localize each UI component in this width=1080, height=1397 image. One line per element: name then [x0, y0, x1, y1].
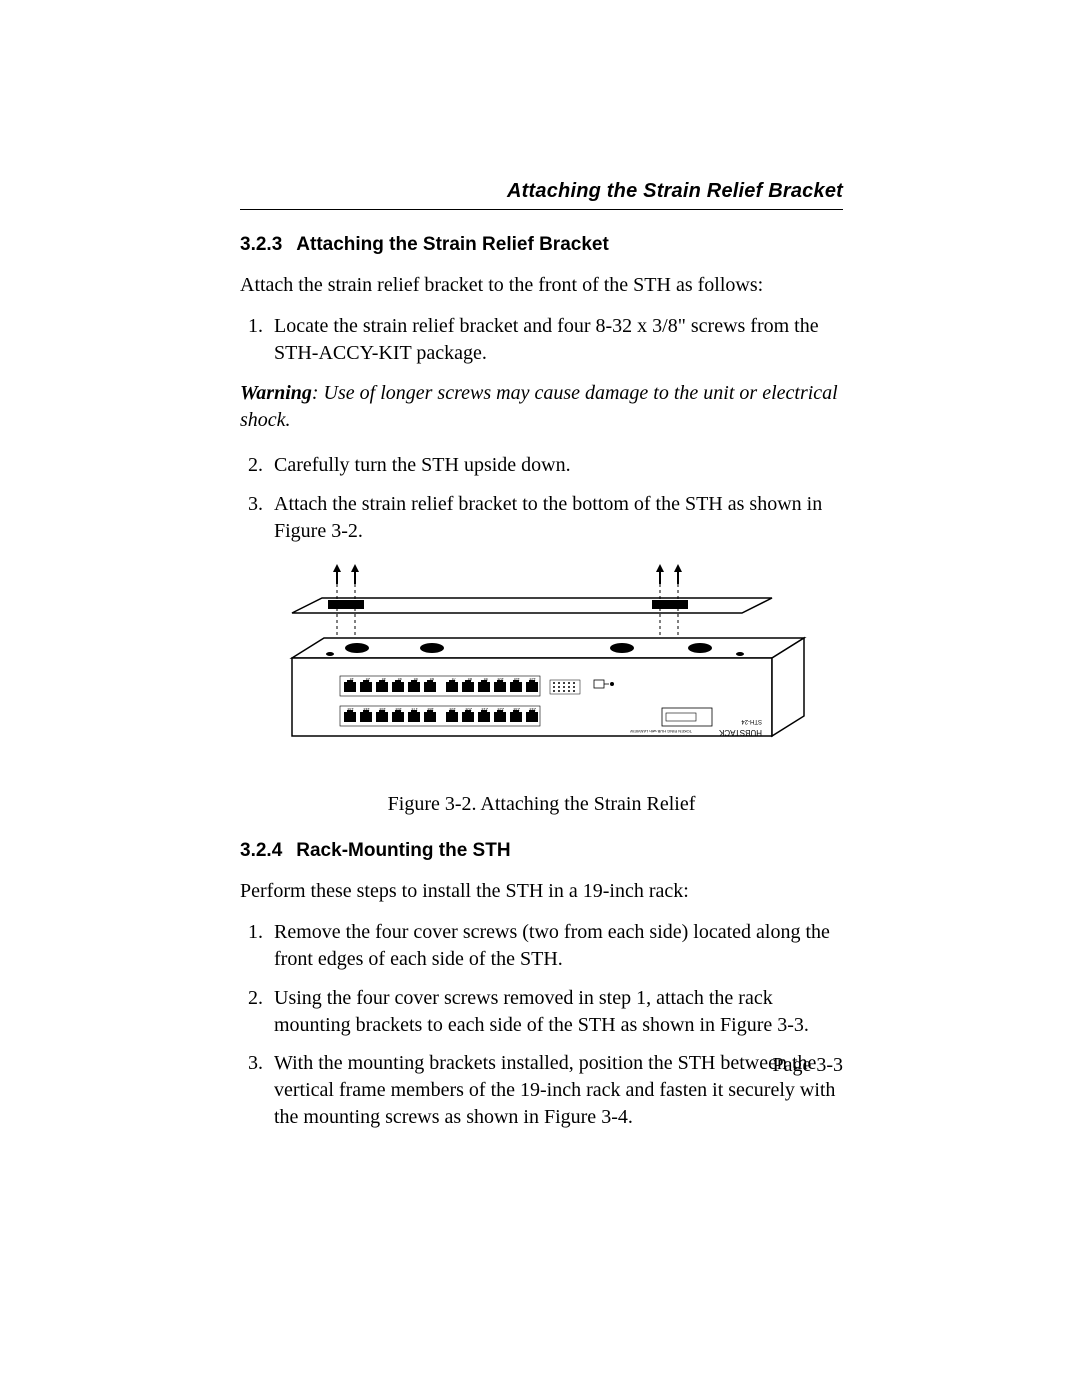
- warning-label: Warning: [240, 382, 312, 404]
- section-title-2: Rack-Mounting the STH: [296, 840, 510, 861]
- section2-steps: Remove the four cover screws (two from e…: [240, 919, 843, 1131]
- page-number: Page 3-3: [772, 1054, 843, 1077]
- section2-intro: Perform these steps to install the STH i…: [240, 878, 843, 905]
- svg-text:7x: 7x: [451, 677, 455, 682]
- svg-text:24x: 24x: [529, 707, 535, 712]
- svg-text:19x: 19x: [449, 707, 455, 712]
- svg-text:22x: 22x: [497, 707, 503, 712]
- step-1: Locate the strain relief bracket and fou…: [268, 313, 843, 367]
- tag-text: TOKEN RING HUB with LANVIEW: [630, 729, 692, 734]
- section-heading-323: 3.2.3 Attaching the Strain Relief Bracket: [240, 234, 843, 256]
- svg-text:13x: 13x: [347, 707, 353, 712]
- section1-steps-a: Locate the strain relief bracket and fou…: [240, 313, 843, 367]
- section-number: 3.2.3: [240, 234, 282, 255]
- document-page: Attaching the Strain Relief Bracket 3.2.…: [0, 0, 1080, 1397]
- s2-step-1: Remove the four cover screws (two from e…: [268, 919, 843, 973]
- s2-step-2: Using the four cover screws removed in s…: [268, 985, 843, 1039]
- step-3: Attach the strain relief bracket to the …: [268, 491, 843, 545]
- svg-text:2x: 2x: [365, 677, 369, 682]
- svg-text:6x: 6x: [429, 677, 433, 682]
- svg-text:14x: 14x: [363, 707, 369, 712]
- section1-intro: Attach the strain relief bracket to the …: [240, 272, 843, 299]
- s2-step-3: With the mounting brackets installed, po…: [268, 1050, 843, 1130]
- svg-text:17x: 17x: [411, 707, 417, 712]
- svg-text:9x: 9x: [483, 677, 487, 682]
- svg-text:11x: 11x: [513, 677, 519, 682]
- svg-text:12x: 12x: [529, 677, 535, 682]
- svg-text:10x: 10x: [497, 677, 503, 682]
- model-text: STH-24: [740, 718, 761, 724]
- section-heading-324: 3.2.4 Rack-Mounting the STH: [240, 840, 843, 862]
- section-number-2: 3.2.4: [240, 840, 282, 861]
- section1-steps-b: Carefully turn the STH upside down. Atta…: [240, 452, 843, 544]
- svg-text:8x: 8x: [467, 677, 471, 682]
- running-head: Attaching the Strain Relief Bracket: [240, 180, 843, 203]
- svg-text:15x: 15x: [379, 707, 385, 712]
- figure-3-2: 1x 2x 3x 4x 5x 6x 7x 8x 9x 10x 11x 12x 13x 14x 15x 16x…: [240, 558, 843, 783]
- step-2: Carefully turn the STH upside down.: [268, 452, 843, 479]
- warning-paragraph: Warning: Use of longer screws may cause …: [240, 380, 843, 434]
- figure-caption: Figure 3-2. Attaching the Strain Relief: [240, 793, 843, 816]
- svg-text:1x: 1x: [349, 677, 353, 682]
- svg-text:23x: 23x: [513, 707, 519, 712]
- svg-text:4x: 4x: [397, 677, 401, 682]
- svg-text:20x: 20x: [465, 707, 471, 712]
- header-rule: [240, 209, 843, 210]
- svg-text:16x: 16x: [395, 707, 401, 712]
- section-title: Attaching the Strain Relief Bracket: [296, 234, 609, 255]
- svg-text:21x: 21x: [481, 707, 487, 712]
- svg-text:18x: 18x: [427, 707, 433, 712]
- warning-text: : Use of longer screws may cause damage …: [240, 382, 838, 431]
- svg-text:5x: 5x: [413, 677, 417, 682]
- brand-text: HUBSTACK: [718, 728, 762, 737]
- strain-relief-diagram: 1x 2x 3x 4x 5x 6x 7x 8x 9x 10x 11x 12x 13x 14x 15x 16x…: [262, 558, 822, 778]
- svg-text:3x: 3x: [381, 677, 385, 682]
